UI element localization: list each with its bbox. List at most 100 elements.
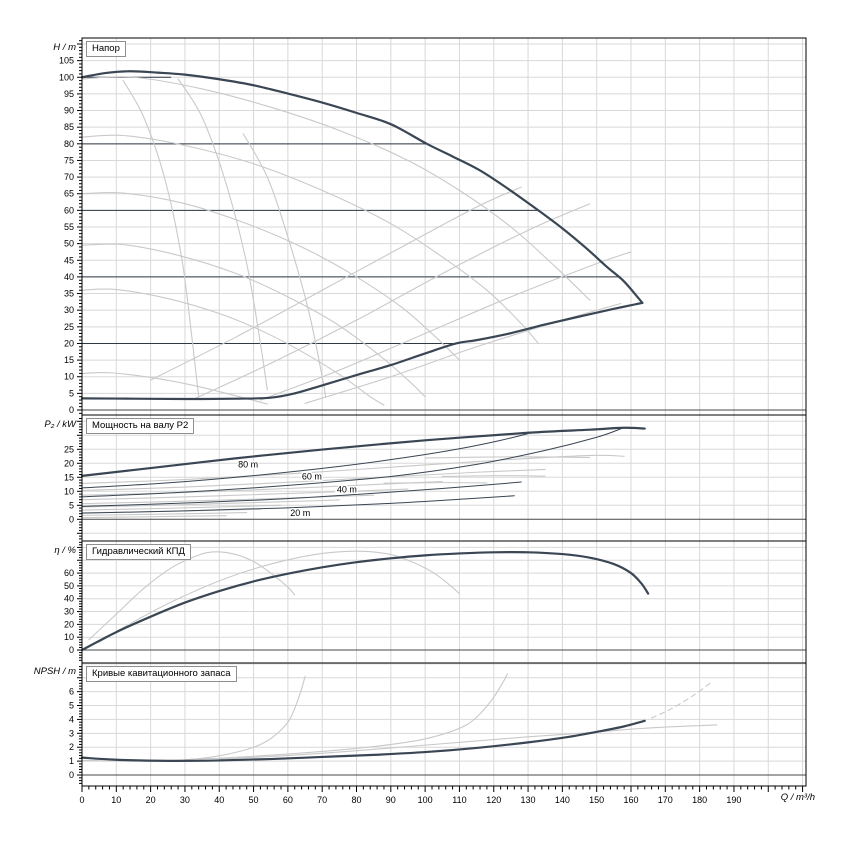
curve-npsh-gray-2 [184, 673, 509, 761]
y-tick-label: 45 [64, 255, 74, 265]
curve-envelope-lower [80, 301, 644, 401]
panel-title-npsh: Кривые кавитационного запаса [86, 666, 237, 683]
y-tick-label: 60 [64, 568, 74, 578]
x-tick-label: 50 [249, 795, 259, 805]
x-tick-label: 150 [589, 795, 604, 805]
y-tick-label: 65 [64, 189, 74, 199]
y-tick-label: 15 [64, 472, 74, 482]
y-tick-label: 5 [69, 388, 74, 398]
curve-p2-40m [81, 481, 522, 507]
y-tick-label: 25 [64, 322, 74, 332]
x-tick-label: 120 [486, 795, 501, 805]
curve-p2-60m [81, 428, 622, 498]
x-tick-label: 190 [726, 795, 741, 805]
y-tick-label: 70 [64, 172, 74, 182]
curve-efficiency-main [80, 551, 650, 652]
curve-envelope-upper [80, 70, 644, 304]
x-tick-label: 30 [180, 795, 190, 805]
x-tick-label: 110 [452, 795, 466, 805]
y-tick-label: 20 [64, 619, 74, 629]
curve-p2-gray-7 [81, 504, 282, 511]
y-tick-label: 30 [64, 607, 74, 617]
y-tick-label: 75 [64, 155, 74, 165]
curve-rising-curve-1 [194, 203, 591, 399]
y-tick-label: 6 [69, 687, 74, 697]
y-tick-label: 80 [64, 139, 74, 149]
y-tick-label: 20 [64, 338, 74, 348]
y-tick-label: 0 [69, 405, 74, 415]
x-tick-label: 0 [79, 795, 84, 805]
curve-label: 60 m [302, 471, 322, 481]
curve-qh-curve-1 [81, 76, 591, 301]
x-tick-label: 90 [386, 795, 396, 805]
y-tick-label: 35 [64, 289, 74, 299]
y-tick-label: 5 [69, 701, 74, 711]
curve-p2-gray-flat-2 [441, 475, 546, 478]
y-tick-label: 85 [64, 122, 74, 132]
curve-rising-curve-3 [150, 186, 522, 381]
y-axis-label-head: H / m [53, 42, 76, 53]
y-tick-label: 1 [69, 756, 74, 766]
y-tick-label: 55 [64, 222, 74, 232]
x-tick-label: 20 [146, 795, 156, 805]
curve-efficiency-gray-2 [98, 550, 460, 643]
y-axis-label-npsh: NPSH / m [33, 666, 76, 677]
x-tick-label: 80 [351, 795, 361, 805]
curve-p2-gray-4 [81, 488, 409, 501]
y-tick-label: 2 [69, 742, 74, 752]
y-tick-label: 50 [64, 239, 74, 249]
x-tick-label: 10 [111, 795, 121, 805]
curve-npsh-main [80, 719, 646, 762]
curve-p2-gray-6 [81, 499, 340, 508]
curve-label: 20 m [290, 508, 310, 518]
x-tick-label: 160 [623, 795, 638, 805]
curve-p2-gray-10 [81, 515, 227, 519]
y-tick-label: 105 [59, 56, 74, 66]
y-axis-label-efficiency: η / % [54, 545, 76, 556]
y-tick-label: 30 [64, 305, 74, 315]
y-tick-label: 10 [64, 486, 74, 496]
curve-rising-curve-2 [259, 251, 632, 401]
curve-p2-gray-1 [81, 454, 625, 485]
y-tick-label: 10 [64, 632, 74, 642]
y-tick-label: 5 [69, 500, 74, 510]
curve-efficiency-gray-1 [88, 551, 296, 641]
x-tick-label: 100 [418, 795, 433, 805]
curve-p2-gray-9 [81, 512, 248, 516]
x-tick-label: 70 [317, 795, 327, 805]
y-tick-label: 0 [69, 514, 74, 524]
x-tick-label: 40 [214, 795, 224, 805]
curve-qh-curve-5 [81, 288, 385, 406]
x-tick-label: 60 [283, 795, 293, 805]
curve-p2-max-speed [80, 426, 646, 477]
y-tick-label: 20 [64, 458, 74, 468]
y-tick-label: 3 [69, 728, 74, 738]
curve-qh-curve-3 [81, 191, 460, 361]
y-axis-label-power: P₂ / kW [44, 419, 76, 430]
y-tick-label: 4 [69, 714, 74, 724]
y-tick-label: 95 [64, 89, 74, 99]
panel-title-head: Напор [86, 41, 126, 58]
y-tick-label: 25 [64, 444, 74, 454]
curve-npsh-gray-3 [218, 724, 718, 760]
panel-title-power: Мощность на валу P2 [86, 418, 195, 435]
curve-qh-curve-6 [81, 371, 268, 405]
x-tick-label: 180 [692, 795, 707, 805]
curve-qh-curve-2 [81, 134, 539, 345]
curve-p2-gray-3 [81, 480, 443, 496]
panel-title-efficiency: Гидравлический КПД [86, 544, 191, 561]
panel-border [81, 662, 807, 787]
y-tick-label: 0 [69, 645, 74, 655]
curve-p2-80m [81, 432, 532, 489]
curve-label: 40 m [337, 485, 357, 495]
curve-label: 80 m [238, 460, 258, 470]
curve-p2-gray-flat-1 [424, 456, 591, 459]
y-tick-label: 60 [64, 205, 74, 215]
curve-npsh-gray-4 [651, 682, 711, 719]
curve-p2-gray-flat-3 [383, 482, 488, 484]
curve-plunge-curve-2 [177, 78, 268, 391]
curve-p2-gray-2 [81, 468, 546, 492]
curve-plunge-curve-1 [122, 80, 200, 398]
y-tick-label: 40 [64, 594, 74, 604]
